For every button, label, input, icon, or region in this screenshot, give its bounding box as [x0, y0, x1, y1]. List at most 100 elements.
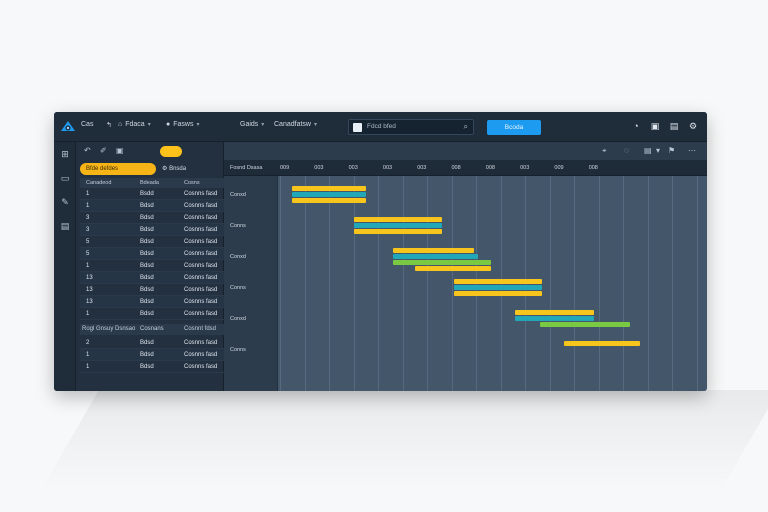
menu-fasws[interactable]: ● Fasws ▾: [166, 121, 200, 128]
gantt-bar[interactable]: [353, 223, 442, 228]
pin-icon[interactable]: ⌖: [602, 146, 607, 155]
app-logo-icon[interactable]: [60, 119, 76, 133]
row-id: 1: [86, 191, 90, 197]
row-id: 3: [86, 227, 90, 233]
row-status: Cosnns fasd: [184, 203, 218, 209]
grid-subheader: Rogl Gnsuy Dsnsao Cosnans Cosnnt fdsd: [80, 324, 224, 335]
gantt-bar[interactable]: [453, 279, 543, 284]
clipboard-icon[interactable]: ▤: [60, 220, 70, 231]
calendar-icon[interactable]: ▣: [650, 120, 660, 131]
gantt-bar[interactable]: [392, 248, 474, 253]
chevron-down-icon: ▾: [261, 122, 265, 128]
gantt-bar[interactable]: [453, 285, 543, 290]
timeline-header: Fosnd Dsasa 009 003 003 003 003 008 008 003 009 0…: [224, 160, 707, 176]
gantt-bar[interactable]: [353, 229, 442, 234]
settings-icon[interactable]: ⚙: [688, 120, 698, 131]
resource-label: Conns: [230, 347, 246, 353]
primary-button[interactable]: Bcoda: [487, 120, 541, 135]
resource-label: Conns: [230, 285, 246, 291]
grid-line: [280, 176, 281, 391]
gantt-bar[interactable]: [515, 310, 594, 315]
save-icon[interactable]: ▣: [116, 146, 124, 155]
table-row[interactable]: 13 Bdsd Cosnns fasd: [80, 296, 224, 308]
window-shadow: [41, 390, 768, 490]
gantt-bar[interactable]: [564, 341, 641, 346]
gantt-bar[interactable]: [392, 254, 479, 259]
menu-fdaca[interactable]: ⌂ Fdaca ▾: [118, 121, 151, 128]
table-row[interactable]: 2 Bdsd Cosnns fasd: [80, 337, 224, 349]
table-row[interactable]: 1 Bsdd Cosnns fasd: [80, 188, 224, 200]
row-id: 13: [86, 299, 93, 305]
gantt-bar[interactable]: [292, 186, 366, 191]
more-icon[interactable]: ⋯: [688, 146, 696, 155]
table-row[interactable]: 1 Bdsd Cosnns fasd: [80, 200, 224, 212]
document-icon[interactable]: ▤: [644, 146, 652, 155]
row-name: Bdsd: [140, 352, 154, 358]
flag-icon[interactable]: ⚑: [668, 146, 676, 155]
gantt-bar[interactable]: [353, 217, 442, 222]
clipboard-icon[interactable]: ▤: [669, 120, 679, 131]
table-row[interactable]: 13 Bdsd Cosnns fasd: [80, 284, 224, 296]
row-name: Bdsd: [140, 203, 154, 209]
search-scope-icon: [353, 123, 362, 132]
back-button[interactable]: ↰: [106, 121, 112, 129]
grid-line: [402, 176, 404, 391]
search-input[interactable]: Fdcd bfed ⌕: [348, 119, 474, 135]
gantt-bar[interactable]: [539, 322, 631, 327]
grid-line: [304, 176, 306, 391]
table-row[interactable]: 5 Bdsd Cosnns fasd: [80, 248, 224, 260]
row-name: Bdsd: [140, 299, 154, 305]
row-status: Cosnns fasd: [184, 311, 218, 317]
chevron-down-icon[interactable]: ▾: [656, 146, 661, 155]
menu-canadfatsw[interactable]: Canadfatsw ▾: [274, 121, 317, 128]
gantt-bar[interactable]: [453, 291, 543, 296]
gantt-bar[interactable]: [515, 316, 594, 321]
table-row[interactable]: 1 Bdsd Cosnns fasd: [80, 361, 224, 373]
table-row[interactable]: 1 Bdsd Cosnns fasd: [80, 260, 224, 272]
row-id: 2: [86, 340, 90, 346]
table-row[interactable]: 5 Bdsd Cosnns fasd: [80, 236, 224, 248]
search-icon: ⌕: [463, 122, 468, 131]
edit-icon[interactable]: ✎: [61, 196, 69, 207]
tab-active[interactable]: Bfde defdes: [80, 163, 156, 175]
table-row[interactable]: 3 Bdsd Cosnns fasd: [80, 224, 224, 236]
tab-secondary[interactable]: ⚙ Bnsda: [162, 166, 187, 172]
gantt-bar[interactable]: [392, 260, 491, 265]
resource-label: Conxd: [230, 254, 246, 260]
timeline-tick: 003: [382, 165, 393, 171]
row-id: 13: [86, 287, 93, 293]
timeline-tick: 008: [485, 165, 495, 171]
timeline-tick: 009: [554, 165, 564, 171]
resource-label: Conns: [230, 223, 246, 229]
row-status: Cosnns fasd: [184, 287, 218, 293]
gantt-bar[interactable]: [292, 192, 366, 197]
row-id: 5: [86, 239, 90, 245]
gear-icon: ⚙: [162, 166, 168, 172]
row-name: Bdsd: [140, 364, 154, 370]
table-row[interactable]: 1 Bdsd Cosnns fasd: [80, 308, 224, 320]
add-file-icon[interactable]: ⊞: [61, 148, 69, 159]
row-name: Bdsd: [140, 215, 154, 221]
table-row[interactable]: 1 Bdsd Cosnns fasd: [80, 349, 224, 361]
grid-line: [598, 176, 600, 391]
gantt-bar[interactable]: [414, 266, 491, 271]
row-status: Cosnns fasd: [184, 352, 218, 358]
notifications-icon[interactable]: ◔: [633, 121, 639, 131]
timeline-tick: 008: [451, 165, 461, 171]
grid-line: [353, 176, 355, 391]
pen-icon[interactable]: ✐: [100, 146, 107, 155]
gantt-bar[interactable]: [292, 198, 366, 203]
row-id: 1: [86, 311, 90, 317]
filter-chip[interactable]: [160, 146, 182, 157]
menu-gaids[interactable]: Gaids ▾: [240, 121, 265, 128]
table-row[interactable]: 13 Bdsd Cosnns fasd: [80, 272, 224, 284]
row-id: 1: [86, 352, 90, 358]
resource-label: Conxd: [230, 316, 246, 322]
row-id: 3: [86, 215, 90, 221]
app-name[interactable]: Cas: [81, 121, 94, 128]
chevron-down-icon: ▾: [147, 122, 151, 128]
layers-icon[interactable]: ▭: [60, 172, 70, 183]
undo-icon[interactable]: ↶: [84, 146, 91, 155]
table-row[interactable]: 3 Bdsd Cosnns fasd: [80, 212, 224, 224]
chat-icon[interactable]: ◌: [624, 146, 629, 155]
